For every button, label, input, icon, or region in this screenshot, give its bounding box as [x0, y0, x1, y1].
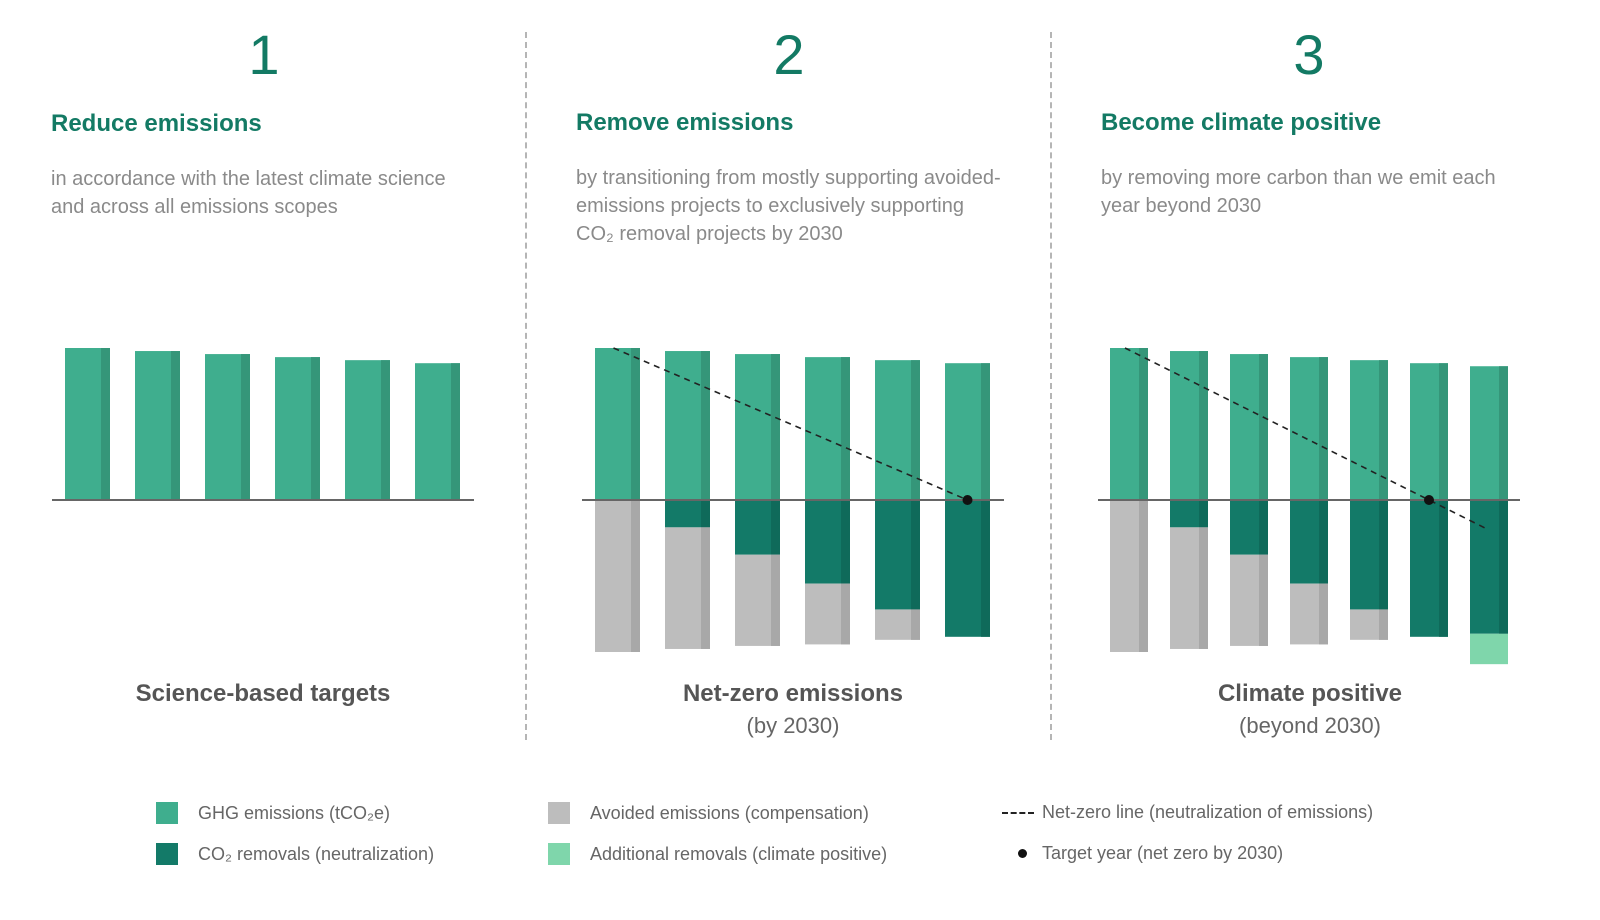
- ghg-bar-shade: [1379, 360, 1388, 500]
- removal-bar-shade: [911, 500, 920, 610]
- ghg-bar-shade: [171, 351, 180, 500]
- ghg-bar-shade: [451, 363, 460, 500]
- ghg-bar-shade: [1139, 348, 1148, 500]
- panel-caption: Science-based targets: [135, 680, 391, 707]
- panel-divider: [525, 32, 527, 740]
- ghg-bar-shade: [631, 348, 640, 500]
- step-number: 2: [773, 23, 805, 86]
- ghg-bar-shade: [1439, 363, 1448, 500]
- net-zero-line: [613, 347, 968, 501]
- removal-bar-shade: [1259, 500, 1268, 555]
- removal-bar-shade: [981, 500, 990, 637]
- ghg-bar-shade: [1499, 366, 1508, 500]
- panel-subcaption: (by 2030): [746, 713, 840, 738]
- panel-title: Remove emissions: [576, 109, 794, 136]
- ghg-bar-shade: [311, 357, 320, 500]
- legend-target-year: Target year (net zero by 2030): [1002, 843, 1283, 864]
- step-number: 3: [1293, 23, 1325, 86]
- legend-label: Avoided emissions (compensation): [590, 802, 869, 823]
- ghg-bar-shade: [101, 348, 110, 500]
- panel-title: Become climate positive: [1101, 109, 1382, 136]
- ghg-bar-shade: [1259, 354, 1268, 500]
- ghg-bar-shade: [841, 357, 850, 500]
- swatch-icon: [548, 802, 570, 824]
- legend-removal: CO₂ removals (neutralization): [156, 843, 434, 865]
- removal-bar-shade: [771, 500, 780, 555]
- removal-bar-shade: [1439, 500, 1448, 637]
- target-year-dot: [962, 495, 973, 505]
- ghg-bar-shade: [771, 354, 780, 500]
- avoided-bar-shade: [1139, 500, 1148, 652]
- swatch-icon: [156, 843, 178, 865]
- avoided-bar-shade: [701, 527, 710, 649]
- legend-label: CO₂ removals (neutralization): [198, 843, 435, 864]
- ghg-bar-shade: [241, 354, 250, 500]
- swatch-icon: [156, 802, 178, 824]
- avoided-bar-shade: [841, 583, 850, 645]
- removal-bar-shade: [1499, 500, 1508, 634]
- dashed-line-icon: [1002, 811, 1034, 814]
- additional-bar: [1470, 633, 1508, 665]
- legend-label: Additional removals (climate positive): [590, 843, 888, 864]
- avoided-bar-shade: [771, 554, 780, 646]
- step-number: 1: [248, 23, 280, 86]
- panel-description: by removing more carbon than we emit eac…: [1101, 167, 1496, 217]
- ghg-bar-shade: [1319, 357, 1328, 500]
- swatch-icon: [548, 843, 570, 865]
- avoided-bar-shade: [1199, 527, 1208, 649]
- legend-ghg: GHG emissions (tCO₂e): [156, 802, 390, 824]
- panel-caption: Net-zero emissions: [682, 680, 904, 707]
- panel-caption: Climate positive: [1217, 680, 1403, 707]
- legend-label: Target year (net zero by 2030): [1042, 843, 1284, 863]
- removal-bar-shade: [1379, 500, 1388, 610]
- net-zero-line: [1124, 347, 1490, 531]
- avoided-bar-shade: [1379, 609, 1388, 640]
- legend-label: GHG emissions (tCO₂e): [198, 802, 391, 823]
- panel-subcaption: (beyond 2030): [1239, 713, 1381, 738]
- removal-bar-shade: [701, 500, 710, 528]
- legend-avoided: Avoided emissions (compensation): [548, 802, 869, 824]
- panel-description: in accordance with the latest climate sc…: [51, 168, 446, 218]
- avoided-bar-shade: [911, 609, 920, 640]
- target-year-dot: [1424, 495, 1434, 505]
- ghg-bar-shade: [381, 360, 390, 500]
- removal-bar-shade: [1199, 500, 1208, 528]
- dot-icon: [1002, 849, 1042, 858]
- removal-bar-shade: [841, 500, 850, 584]
- panel-title: Reduce emissions: [51, 110, 262, 137]
- ghg-bar-shade: [981, 363, 990, 500]
- legend-label: Net-zero line (neutralization of emissio…: [1042, 802, 1374, 822]
- avoided-bar-shade: [631, 500, 640, 652]
- ghg-bar-shade: [1199, 351, 1208, 500]
- avoided-bar-shade: [1319, 583, 1328, 645]
- avoided-bar-shade: [1259, 554, 1268, 646]
- panel-divider: [1050, 32, 1052, 740]
- legend-net-zero-line: Net-zero line (neutralization of emissio…: [1002, 802, 1373, 823]
- legend-additional: Additional removals (climate positive): [548, 843, 887, 865]
- ghg-bar-shade: [911, 360, 920, 500]
- removal-bar-shade: [1319, 500, 1328, 584]
- panel-description: by transitioning from mostly supporting …: [576, 167, 1001, 245]
- ghg-bar-shade: [701, 351, 710, 500]
